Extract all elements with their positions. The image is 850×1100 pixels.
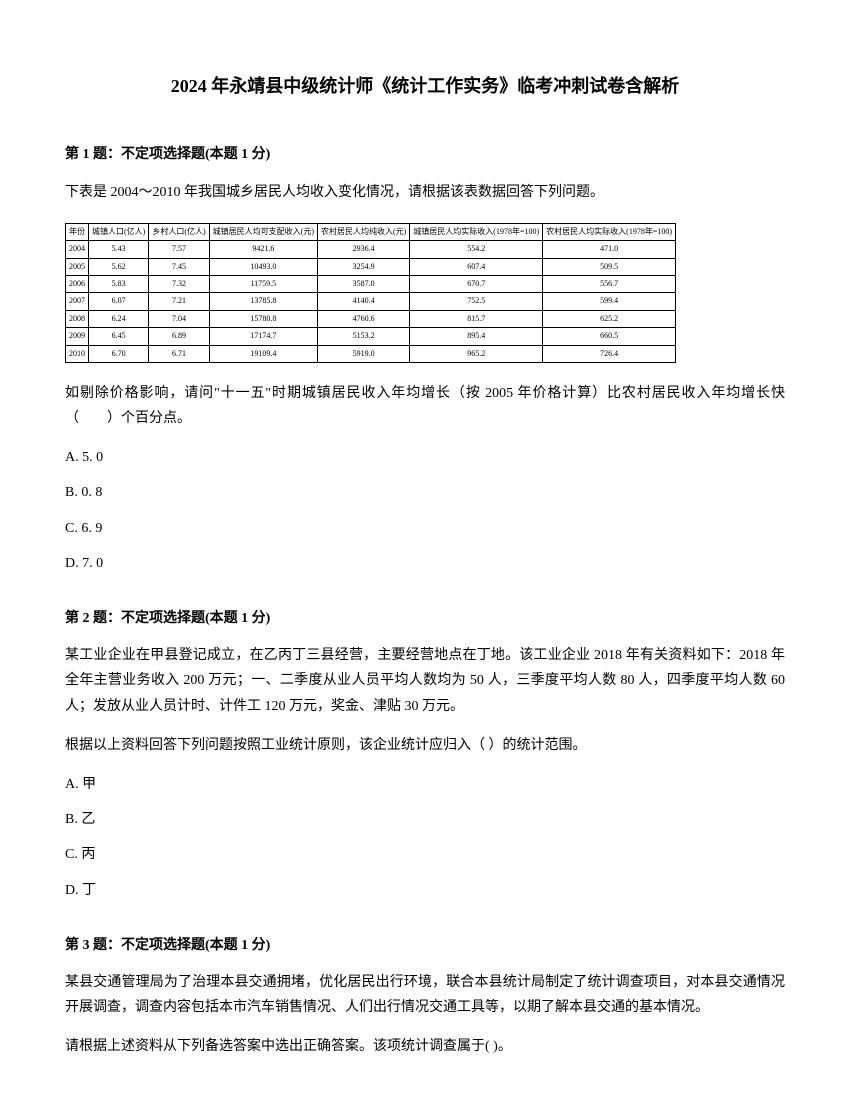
table-cell: 3587.0 [317,275,409,292]
table-cell: 11759.5 [209,275,317,292]
table-cell: 9421.6 [209,241,317,258]
question-1-option-c: C. 6. 9 [65,516,785,541]
table-row: 20045.437.579421.62936.4554.2471.0 [66,241,676,258]
income-data-table: 年份 城镇人口(亿人) 乡村人口(亿人) 城镇居民人均可支配收入(元) 农村居民… [65,223,676,363]
table-cell: 6.24 [89,310,149,327]
question-2-scenario: 某工业企业在甲县登记成立，在乙丙丁三县经营，主要经营地点在丁地。该工业企业 20… [65,643,785,719]
table-cell: 17174.7 [209,328,317,345]
question-3-prompt: 请根据上述资料从下列备选答案中选出正确答案。该项统计调查属于( )。 [65,1034,785,1059]
table-cell: 3254.9 [317,258,409,275]
question-2-option-c: C. 丙 [65,842,785,867]
question-2-prompt: 根据以上资料回答下列问题按照工业统计原则，该企业统计应归入（ ）的统计范围。 [65,733,785,758]
table-row: 20055.627.4510493.03254.9607.4509.5 [66,258,676,275]
table-cell: 4760.6 [317,310,409,327]
table-cell: 556.7 [543,275,676,292]
table-cell: 752.5 [410,293,543,310]
table-cell: 15780.8 [209,310,317,327]
table-cell: 6.89 [149,328,209,345]
table-row: 20086.247.0415780.84760.6815.7625.2 [66,310,676,327]
table-cell: 471.0 [543,241,676,258]
document-title: 2024 年永靖县中级统计师《统计工作实务》临考冲刺试卷含解析 [65,70,785,102]
question-3-header: 第 3 题：不定项选择题(本题 1 分) [65,933,785,958]
table-cell: 554.2 [410,241,543,258]
table-cell: 5153.2 [317,328,409,345]
table-cell: 6.07 [89,293,149,310]
table-cell: 5.43 [89,241,149,258]
table-header-cell: 年份 [66,223,89,240]
table-cell: 4140.4 [317,293,409,310]
table-cell: 660.5 [543,328,676,345]
question-1-header: 第 1 题：不定项选择题(本题 1 分) [65,142,785,167]
table-cell: 13785.8 [209,293,317,310]
table-cell: 625.2 [543,310,676,327]
table-cell: 726.4 [543,345,676,362]
table-cell: 19109.4 [209,345,317,362]
table-header-row: 年份 城镇人口(亿人) 乡村人口(亿人) 城镇居民人均可支配收入(元) 农村居民… [66,223,676,240]
table-cell: 7.21 [149,293,209,310]
table-cell: 965.2 [410,345,543,362]
table-row: 20076.077.2113785.84140.4752.5599.4 [66,293,676,310]
table-cell: 10493.0 [209,258,317,275]
table-cell: 2010 [66,345,89,362]
table-cell: 599.4 [543,293,676,310]
table-cell: 6.70 [89,345,149,362]
question-3-scenario: 某县交通管理局为了治理本县交通拥堵，优化居民出行环境，联合本县统计局制定了统计调… [65,970,785,1020]
table-header-cell: 农村居民人均实际收入(1978年=100) [543,223,676,240]
table-cell: 7.32 [149,275,209,292]
table-cell: 5.83 [89,275,149,292]
table-header-cell: 城镇居民人均可支配收入(元) [209,223,317,240]
table-row: 20106.706.7119109.45919.0965.2726.4 [66,345,676,362]
table-cell: 815.7 [410,310,543,327]
question-2-header: 第 2 题：不定项选择题(本题 1 分) [65,606,785,631]
question-2-option-a: A. 甲 [65,772,785,797]
table-cell: 2007 [66,293,89,310]
question-1-option-d: D. 7. 0 [65,551,785,576]
table-header-cell: 乡村人口(亿人) [149,223,209,240]
table-row: 20065.837.3211759.53587.0670.7556.7 [66,275,676,292]
table-cell: 2004 [66,241,89,258]
table-cell: 6.45 [89,328,149,345]
table-cell: 5919.0 [317,345,409,362]
table-cell: 2009 [66,328,89,345]
table-cell: 6.71 [149,345,209,362]
table-cell: 7.57 [149,241,209,258]
table-cell: 2006 [66,275,89,292]
table-cell: 5.62 [89,258,149,275]
table-cell: 670.7 [410,275,543,292]
table-cell: 7.04 [149,310,209,327]
table-cell: 2008 [66,310,89,327]
table-cell: 509.5 [543,258,676,275]
table-cell: 2005 [66,258,89,275]
question-2-option-b: B. 乙 [65,807,785,832]
table-cell: 607.4 [410,258,543,275]
table-cell: 895.4 [410,328,543,345]
question-1-option-b: B. 0. 8 [65,480,785,505]
table-cell: 2936.4 [317,241,409,258]
question-1-intro: 下表是 2004～2010 年我国城乡居民人均收入变化情况，请根据该表数据回答下… [65,180,785,205]
table-cell: 7.45 [149,258,209,275]
question-2-option-d: D. 丁 [65,878,785,903]
table-header-cell: 农村居民人均纯收入(元) [317,223,409,240]
question-1-option-a: A. 5. 0 [65,445,785,470]
table-header-cell: 城镇人口(亿人) [89,223,149,240]
question-1-prompt: 如剔除价格影响，请问"十一五"时期城镇居民收入年均增长（按 2005 年价格计算… [65,381,785,431]
table-row: 20096.456.8917174.75153.2895.4660.5 [66,328,676,345]
table-header-cell: 城镇居民人均实际收入(1978年=100) [410,223,543,240]
